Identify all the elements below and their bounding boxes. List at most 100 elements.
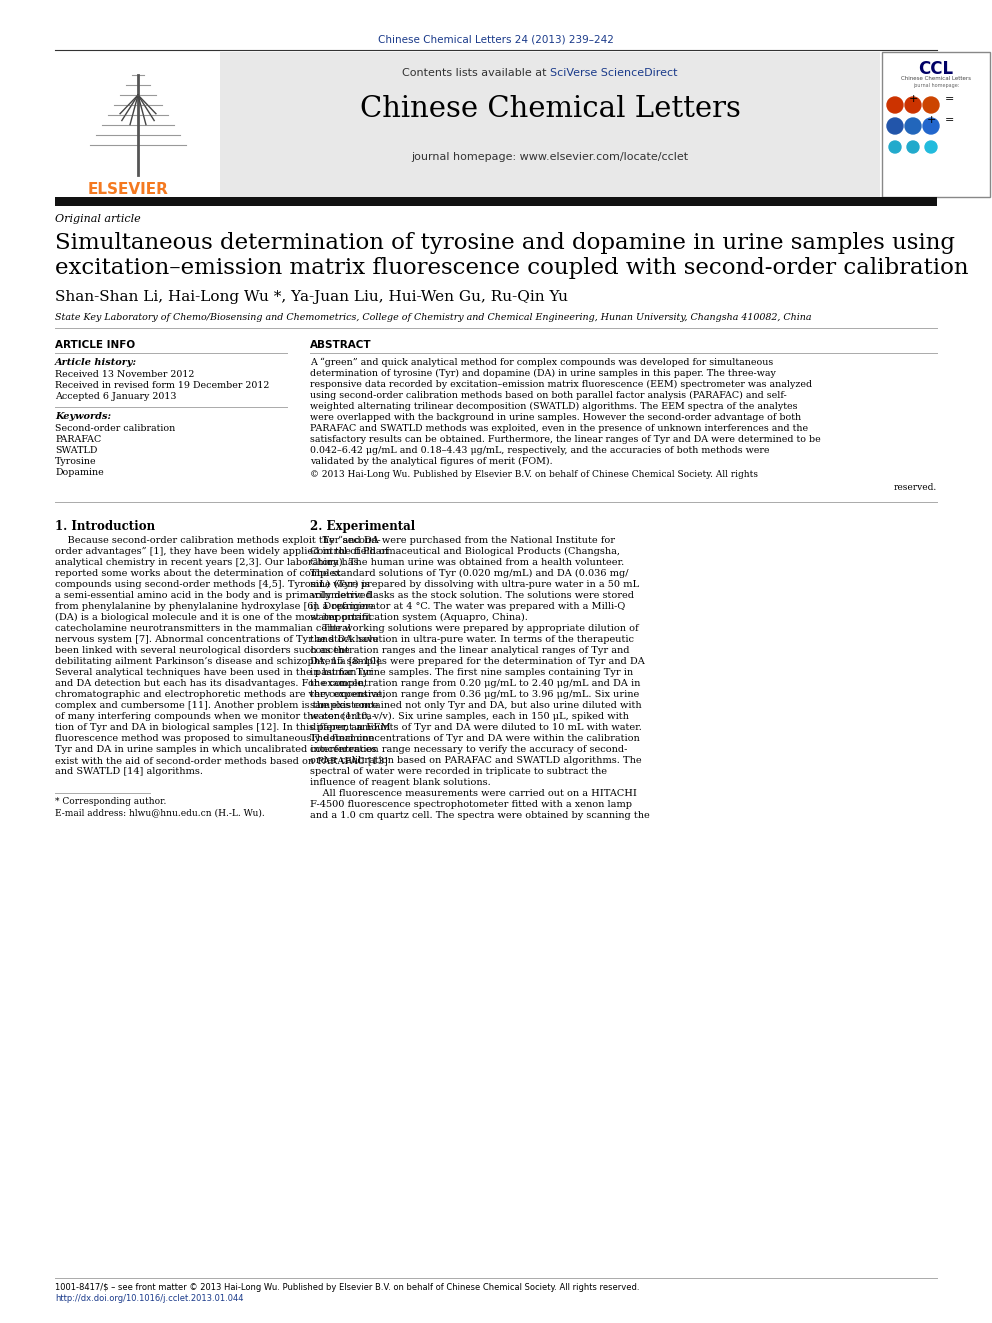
Text: +: + [909,94,918,105]
Text: 1. Introduction: 1. Introduction [55,520,155,533]
Text: ABSTRACT: ABSTRACT [310,340,372,351]
Text: Received 13 November 2012: Received 13 November 2012 [55,370,194,378]
Text: The working solutions were prepared by appropriate dilution of: The working solutions were prepared by a… [310,624,639,632]
Text: China). The human urine was obtained from a health volunteer.: China). The human urine was obtained fro… [310,558,624,568]
Text: influence of reagent blank solutions.: influence of reagent blank solutions. [310,778,491,787]
Text: CCL: CCL [919,60,953,78]
Text: journal homepage:: journal homepage: [913,83,959,89]
Bar [55,52,220,197]
Text: nervous system [7]. Abnormal concentrations of Tyr and DA have: nervous system [7]. Abnormal concentrati… [55,635,379,644]
Text: concentration range necessary to verify the accuracy of second-: concentration range necessary to verify … [310,745,627,754]
Text: spectral of water were recorded in triplicate to subtract the: spectral of water were recorded in tripl… [310,767,607,777]
Text: and a 1.0 cm quartz cell. The spectra were obtained by scanning the: and a 1.0 cm quartz cell. The spectra we… [310,811,650,820]
Text: http://dx.doi.org/10.1016/j.cclet.2013.01.044: http://dx.doi.org/10.1016/j.cclet.2013.0… [55,1294,243,1303]
Text: of many interfering compounds when we monitor the concentra-: of many interfering compounds when we mo… [55,712,375,721]
Text: a semi-essential amino acid in the body and is primarily derived: a semi-essential amino acid in the body … [55,591,372,601]
Text: satisfactory results can be obtained. Furthermore, the linear ranges of Tyr and : satisfactory results can be obtained. Fu… [310,435,820,445]
Text: Chinese Chemical Letters: Chinese Chemical Letters [359,95,740,123]
Text: been linked with several neurological disorders such as the: been linked with several neurological di… [55,646,349,655]
Text: Shan-Shan Li, Hai-Long Wu *, Ya-Juan Liu, Hui-Wen Gu, Ru-Qin Yu: Shan-Shan Li, Hai-Long Wu *, Ya-Juan Liu… [55,290,568,304]
Text: tion of Tyr and DA in biological samples [12]. In this paper, an EEM: tion of Tyr and DA in biological samples… [55,722,391,732]
Text: order advantages” [1], they have been widely applied in the field of: order advantages” [1], they have been wi… [55,546,389,556]
Text: mL) were prepared by dissolving with ultra-pure water in a 50 mL: mL) were prepared by dissolving with ult… [310,579,639,589]
Text: Chinese Chemical Letters: Chinese Chemical Letters [901,75,971,81]
Text: in human urine samples. The first nine samples containing Tyr in: in human urine samples. The first nine s… [310,668,633,677]
Bar [55,197,937,206]
Text: 1001-8417/$ – see front matter © 2013 Hai-Long Wu. Published by Elsevier B.V. on: 1001-8417/$ – see front matter © 2013 Ha… [55,1283,640,1293]
Text: compounds using second-order methods [4,5]. Tyrosine (Tyr) is: compounds using second-order methods [4,… [55,579,370,589]
Text: samples contained not only Tyr and DA, but also urine diluted with: samples contained not only Tyr and DA, b… [310,701,642,710]
Text: Accepted 6 January 2013: Accepted 6 January 2013 [55,392,177,401]
Text: F-4500 fluorescence spectrophotometer fitted with a xenon lamp: F-4500 fluorescence spectrophotometer fi… [310,800,632,808]
Text: order calibration based on PARAFAC and SWATLD algorithms. The: order calibration based on PARAFAC and S… [310,755,642,765]
Text: responsive data recorded by excitation–emission matrix fluorescence (EEM) spectr: responsive data recorded by excitation–e… [310,380,812,389]
Text: Tyrosine: Tyrosine [55,456,96,466]
Text: using second-order calibration methods based on both parallel factor analysis (P: using second-order calibration methods b… [310,392,787,400]
Circle shape [923,118,939,134]
Text: Control of Pharmaceutical and Biological Products (Changsha,: Control of Pharmaceutical and Biological… [310,546,620,556]
Text: in a refrigerator at 4 °C. The water was prepared with a Milli-Q: in a refrigerator at 4 °C. The water was… [310,602,625,611]
Text: Tyr and DA were purchased from the National Institute for: Tyr and DA were purchased from the Natio… [310,536,615,545]
Text: Article history:: Article history: [55,359,137,366]
Text: Keywords:: Keywords: [55,411,111,421]
Text: +: + [927,115,935,124]
Circle shape [905,118,921,134]
Text: SciVerse ScienceDirect: SciVerse ScienceDirect [550,67,678,78]
Text: validated by the analytical figures of merit (FOM).: validated by the analytical figures of m… [310,456,553,466]
Text: (DA) is a biological molecule and it is one of the most important: (DA) is a biological molecule and it is … [55,613,372,622]
Text: =: = [944,94,953,105]
Text: complex and cumbersome [11]. Another problem is the existence: complex and cumbersome [11]. Another pro… [55,701,378,710]
Text: volumetric flasks as the stock solution. The solutions were stored: volumetric flasks as the stock solution.… [310,591,634,601]
Text: exist with the aid of second-order methods based on PARAFAC [13]: exist with the aid of second-order metho… [55,755,388,765]
Circle shape [887,97,903,112]
Text: water (1:10, v/v). Six urine samples, each in 150 μL, spiked with: water (1:10, v/v). Six urine samples, ea… [310,712,629,721]
Text: 0.042–6.42 μg/mL and 0.18–4.43 μg/mL, respectively, and the accuracies of both m: 0.042–6.42 μg/mL and 0.18–4.43 μg/mL, re… [310,446,770,455]
Circle shape [905,97,921,112]
Text: E-mail address: hlwu@hnu.edu.cn (H.-L. Wu).: E-mail address: hlwu@hnu.edu.cn (H.-L. W… [55,808,265,818]
Text: were overlapped with the background in urine samples. However the second-order a: were overlapped with the background in u… [310,413,802,422]
Text: the concentration range from 0.36 μg/mL to 3.96 μg/mL. Six urine: the concentration range from 0.36 μg/mL … [310,691,639,699]
Text: =: = [944,115,953,124]
Text: Simultaneous determination of tyrosine and dopamine in urine samples using: Simultaneous determination of tyrosine a… [55,232,955,254]
Circle shape [887,118,903,134]
Text: and SWATLD [14] algorithms.: and SWATLD [14] algorithms. [55,767,203,777]
Text: 2. Experimental: 2. Experimental [310,520,415,533]
Text: weighted alternating trilinear decomposition (SWATLD) algorithms. The EEM spectr: weighted alternating trilinear decomposi… [310,402,798,411]
Text: PARAFAC and SWATLD methods was exploited, even in the presence of unknown interf: PARAFAC and SWATLD methods was exploited… [310,423,808,433]
Circle shape [907,142,919,153]
Text: excitation–emission matrix fluorescence coupled with second-order calibration: excitation–emission matrix fluorescence … [55,257,968,279]
Text: Several analytical techniques have been used in the past for Tyr: Several analytical techniques have been … [55,668,373,677]
Bar [220,52,880,197]
Text: © 2013 Hai-Long Wu. Published by Elsevier B.V. on behalf of Chinese Chemical Soc: © 2013 Hai-Long Wu. Published by Elsevie… [310,470,758,479]
Text: * Corresponding author.: * Corresponding author. [55,796,167,806]
Text: PARAFAC: PARAFAC [55,435,101,445]
Text: different amounts of Tyr and DA were diluted to 10 mL with water.: different amounts of Tyr and DA were dil… [310,722,642,732]
Text: the stock solution in ultra-pure water. In terms of the therapeutic: the stock solution in ultra-pure water. … [310,635,634,644]
Text: analytical chemistry in recent years [2,3]. Our laboratory has: analytical chemistry in recent years [2,… [55,558,358,568]
Text: Tyr and DA in urine samples in which uncalibrated interferences: Tyr and DA in urine samples in which unc… [55,745,377,754]
Text: debilitating ailment Parkinson’s disease and schizophrenia [8–10].: debilitating ailment Parkinson’s disease… [55,658,383,665]
Text: reserved.: reserved. [894,483,937,492]
Text: Second-order calibration: Second-order calibration [55,423,176,433]
Text: Original article: Original article [55,214,141,224]
Text: reported some works about the determination of complex: reported some works about the determinat… [55,569,340,578]
Text: A “green” and quick analytical method for complex compounds was developed for si: A “green” and quick analytical method fo… [310,359,773,368]
Text: concentration ranges and the linear analytical ranges of Tyr and: concentration ranges and the linear anal… [310,646,630,655]
Text: catecholamine neurotransmitters in the mammalian central: catecholamine neurotransmitters in the m… [55,624,351,632]
Text: SWATLD: SWATLD [55,446,97,455]
Text: DA, 15 samples were prepared for the determination of Tyr and DA: DA, 15 samples were prepared for the det… [310,658,645,665]
Text: The final concentrations of Tyr and DA were within the calibration: The final concentrations of Tyr and DA w… [310,734,640,744]
Text: determination of tyrosine (Tyr) and dopamine (DA) in urine samples in this paper: determination of tyrosine (Tyr) and dopa… [310,369,776,378]
Text: The standard solutions of Tyr (0.020 mg/mL) and DA (0.036 mg/: The standard solutions of Tyr (0.020 mg/… [310,569,629,578]
Text: the concentration range from 0.20 μg/mL to 2.40 μg/mL and DA in: the concentration range from 0.20 μg/mL … [310,679,641,688]
Text: Because second-order calibration methods exploit the “second-: Because second-order calibration methods… [55,536,381,545]
Text: Received in revised form 19 December 2012: Received in revised form 19 December 201… [55,381,270,390]
Text: Contents lists available at: Contents lists available at [402,67,550,78]
Circle shape [925,142,937,153]
Circle shape [923,97,939,112]
Text: fluorescence method was proposed to simultaneously determine: fluorescence method was proposed to simu… [55,734,374,744]
Text: water purification system (Aquapro, China).: water purification system (Aquapro, Chin… [310,613,528,622]
Text: Chinese Chemical Letters 24 (2013) 239–242: Chinese Chemical Letters 24 (2013) 239–2… [378,34,614,45]
Text: ELSEVIER: ELSEVIER [88,183,169,197]
Text: All fluorescence measurements were carried out on a HITACHI: All fluorescence measurements were carri… [310,789,637,798]
